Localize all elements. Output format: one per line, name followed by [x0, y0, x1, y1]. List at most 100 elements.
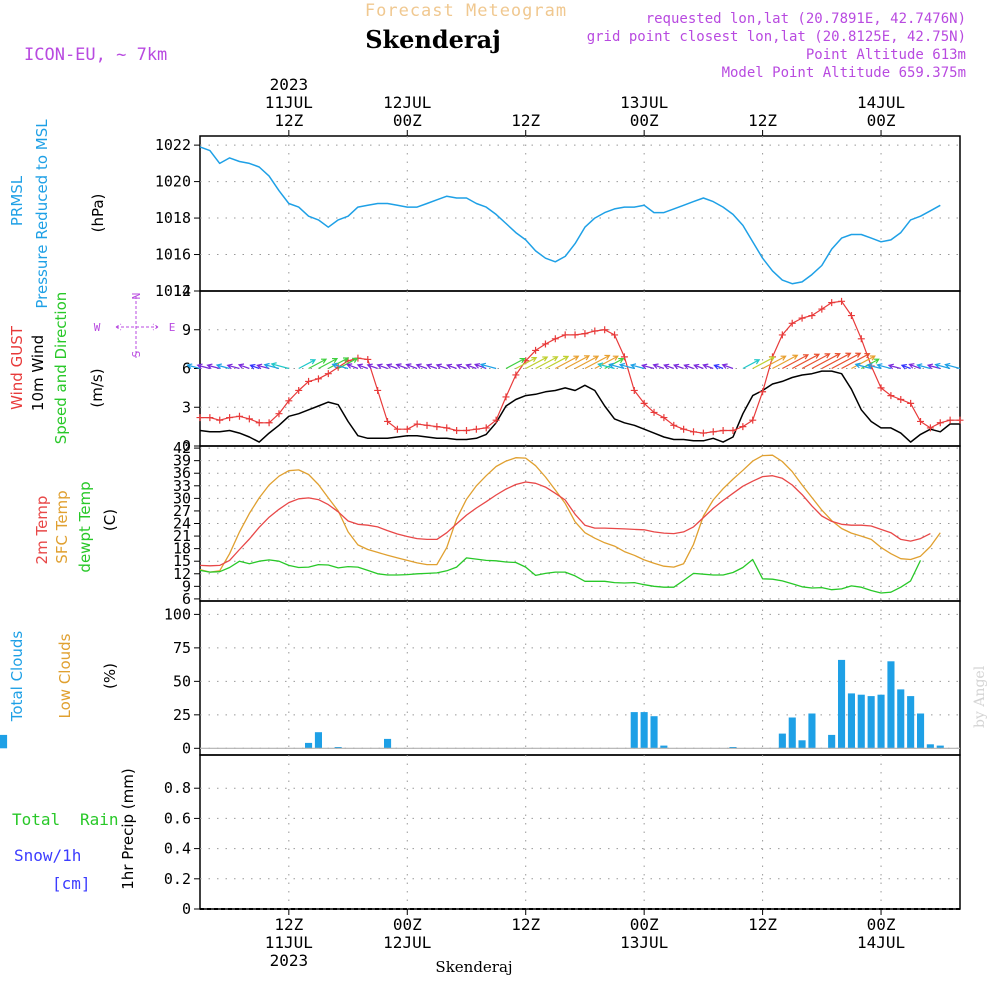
- gust-marker: [561, 331, 569, 339]
- gust-marker: [255, 419, 263, 427]
- cloud-bar: [838, 659, 846, 749]
- gust-marker: [423, 421, 431, 429]
- y-tick-label: 12: [173, 282, 191, 300]
- wind-arrow: [270, 362, 289, 370]
- y-tick-label: 18: [173, 540, 191, 558]
- cloud-bar: [798, 740, 806, 749]
- gust-marker: [640, 399, 648, 407]
- y-tick-label: 15: [173, 552, 191, 570]
- clouds-unit: (%): [101, 663, 119, 689]
- wind-arrow: [256, 363, 270, 370]
- cloud-bar: [314, 732, 322, 749]
- gust-marker: [759, 388, 767, 396]
- wind-arrow: [318, 357, 339, 370]
- y-tick-label: 9: [182, 577, 191, 595]
- wind-arrow: [791, 353, 821, 370]
- wind-arrow: [263, 362, 280, 370]
- y-tick-label: 42: [173, 439, 191, 457]
- x-tick-label-top: 00Z: [630, 111, 659, 130]
- gust-marker: [433, 423, 441, 431]
- wind-arrow: [515, 356, 538, 370]
- wind-arrow: [801, 353, 831, 370]
- wind-arrow: [186, 363, 201, 370]
- x-tick-label-bottom: 14JUL: [857, 933, 905, 952]
- cloud-bar: [887, 661, 895, 749]
- y-tick-label: 1016: [155, 246, 191, 264]
- y-tick-label: 12: [173, 565, 191, 583]
- gust-marker: [393, 425, 401, 433]
- y-tick-label: 0.6: [164, 809, 191, 827]
- wind-arrow: [356, 363, 368, 370]
- wind-arrow: [331, 362, 349, 370]
- y-tick-label: 6: [182, 360, 191, 378]
- cloud-bar: [936, 745, 944, 749]
- wind-arrow: [555, 355, 580, 370]
- wind-arrow: [900, 363, 911, 370]
- gust-marker: [443, 424, 451, 432]
- gust-marker: [413, 420, 421, 428]
- gust-marker: [265, 419, 273, 427]
- gust-marker: [620, 353, 628, 361]
- gust-marker: [235, 412, 243, 420]
- wind-arrow: [594, 355, 619, 370]
- cloud-bar: [778, 733, 786, 749]
- wind-arrow: [328, 357, 350, 370]
- wind-arrow: [854, 362, 872, 370]
- wind-arrow: [887, 363, 901, 370]
- cloud-bar: [660, 745, 668, 749]
- model-altitude: Model Point Altitude 659.375m: [722, 65, 966, 81]
- gust-marker: [226, 414, 234, 422]
- panel-frame-pressure: [199, 135, 961, 292]
- gust-marker: [314, 375, 322, 383]
- gust-marker: [492, 416, 500, 424]
- gust-marker: [245, 415, 253, 423]
- temp-unit: (C): [101, 509, 119, 531]
- y-tick-label: 3: [182, 398, 191, 416]
- gust-marker: [917, 417, 925, 425]
- y-tick-label: 0: [182, 739, 191, 757]
- y-tick-label: 9: [182, 321, 191, 339]
- wind-arrow: [721, 363, 734, 370]
- wind-unit: (m/s): [88, 368, 106, 407]
- wind-arrow: [574, 355, 600, 370]
- wind-arrow: [385, 363, 398, 370]
- cloud-bar: [384, 738, 392, 749]
- cloud-bar: [305, 742, 313, 749]
- cloud-bar: [926, 744, 934, 749]
- wind-arrow: [851, 355, 876, 370]
- x-tick-label-bottom: 11JUL: [265, 933, 313, 952]
- cloud-bar: [907, 696, 915, 749]
- gust-marker: [897, 396, 905, 403]
- cloud-bar: [0, 734, 8, 749]
- wind-arrow: [772, 354, 799, 370]
- snow-label: Snow/1h: [14, 846, 81, 865]
- cloud-bar: [808, 713, 816, 749]
- gust-marker: [838, 297, 846, 305]
- wind-dir-label: Speed and Direction: [52, 292, 70, 445]
- gust-marker: [749, 416, 757, 424]
- pressure-label-desc: Pressure Reduced to MSL: [33, 119, 51, 309]
- gust-marker: [364, 355, 372, 363]
- y-tick-label: 6: [182, 590, 191, 608]
- x-tick-label-bottom: 2023: [270, 951, 309, 970]
- gust-marker: [591, 327, 599, 335]
- wind-arrow: [525, 356, 549, 370]
- temp-2m-label: 2m Temp: [33, 496, 51, 565]
- gust-marker: [324, 370, 332, 378]
- gust-marker: [472, 425, 480, 433]
- y-tick-label: 39: [173, 452, 191, 470]
- y-tick-label: 0.2: [164, 870, 191, 888]
- precip-unit: 1hr Precip (mm): [119, 768, 137, 889]
- wind-arrow: [545, 355, 570, 370]
- wind-arrow: [346, 363, 359, 370]
- gust-marker: [670, 421, 678, 429]
- gust-marker: [936, 419, 944, 427]
- wind-arrow: [752, 356, 776, 370]
- wind-arrow: [866, 363, 882, 370]
- gust-marker: [739, 423, 747, 431]
- wind-arrow: [762, 355, 787, 370]
- wind-arrow: [505, 357, 526, 370]
- x-tick-label-top: 14JUL: [857, 93, 905, 112]
- x-tick-label-bottom: 00Z: [867, 915, 896, 934]
